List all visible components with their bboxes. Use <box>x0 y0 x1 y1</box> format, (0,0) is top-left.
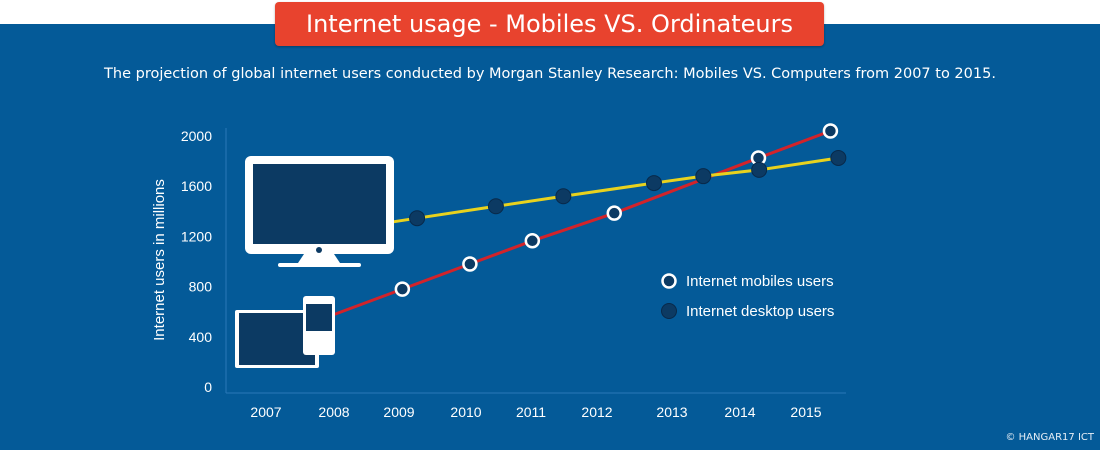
desktop-data-point <box>751 161 768 178</box>
legend-mobile-label: Internet mobiles users <box>686 273 834 290</box>
chart-title: Internet usage - Mobiles VS. Ordinateurs <box>275 2 824 46</box>
x-tick-label: 2008 <box>318 404 349 420</box>
desktop-data-point <box>646 175 662 192</box>
desktop-monitor-icon <box>245 156 394 267</box>
desktop-data-point <box>555 188 572 205</box>
legend-mobile-marker <box>661 273 677 289</box>
mobile-data-point <box>606 205 622 221</box>
y-tick-label: 2000 <box>181 128 212 144</box>
mobile-data-point <box>822 123 839 139</box>
x-tick-label: 2011 <box>516 404 546 420</box>
y-tick-label: 800 <box>189 279 213 295</box>
chart-background <box>0 24 1100 450</box>
x-tick-label: 2010 <box>450 404 481 420</box>
y-axis-label: Internet users in millions <box>151 179 168 341</box>
desktop-series-line <box>387 156 839 225</box>
x-tick-label: 2013 <box>656 404 687 420</box>
legend: Internet mobiles users Internet desktop … <box>661 273 834 320</box>
desktop-data-point <box>830 149 847 166</box>
y-tick-label: 1200 <box>181 228 212 244</box>
legend-desktop-marker <box>661 303 677 319</box>
y-tick-label: 0 <box>204 379 212 395</box>
mobile-data-point <box>524 233 541 249</box>
mobile-data-point <box>462 256 478 272</box>
x-tick-label: 2009 <box>383 404 414 420</box>
y-tick-label: 400 <box>189 329 213 345</box>
x-tick-label: 2007 <box>250 404 281 420</box>
mobile-devices-icon <box>235 296 335 368</box>
desktop-data-point <box>487 198 504 215</box>
x-tick-label: 2015 <box>790 404 821 420</box>
credit: © HANGAR17 ICT <box>1005 432 1094 443</box>
x-tick-label: 2014 <box>724 404 755 420</box>
desktop-data-point <box>409 210 426 227</box>
chart-subtitle: The projection of global internet users … <box>104 66 996 82</box>
desktop-data-point <box>695 168 712 185</box>
y-tick-label: 1600 <box>181 178 212 194</box>
x-tick-label: 2012 <box>581 404 612 420</box>
legend-desktop-label: Internet desktop users <box>686 303 834 320</box>
mobile-data-point <box>394 281 411 297</box>
